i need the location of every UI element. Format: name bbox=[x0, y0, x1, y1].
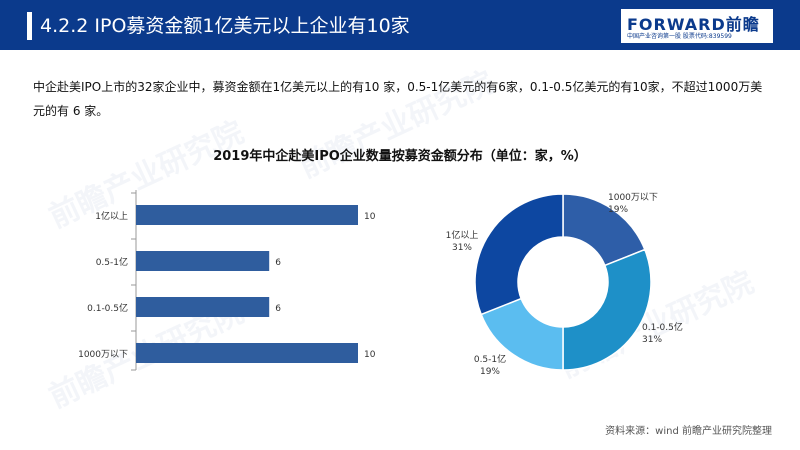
donut-slice-label: 1亿以上 bbox=[446, 229, 479, 241]
forward-logo: FORWARD前瞻 中国产业咨询第一股 股票代码:839599 bbox=[621, 9, 773, 43]
donut-chart: 1000万以下 19% 0.1-0.5亿 31% 0.5-1亿 19% 1亿以上 31% bbox=[446, 193, 683, 377]
bar-category-label: 1000万以下 bbox=[78, 350, 128, 360]
bar bbox=[136, 251, 270, 271]
chart-title: 2019年中企赴美IPO企业数量按募资金额分布（单位：家，%） bbox=[213, 149, 587, 164]
bar-category-label: 1亿以上 bbox=[95, 210, 128, 222]
source-note: 资料来源：wind 前瞻产业研究院整理 bbox=[605, 426, 772, 437]
logo-subtext: 中国产业咨询第一股 股票代码:839599 bbox=[627, 33, 732, 40]
donut-slice-value: 19% bbox=[480, 367, 500, 377]
bar-chart: 1亿以上 10 0.5-1亿 6 0.1-0.5亿 6 1000万以下 10 bbox=[78, 190, 376, 371]
bar bbox=[136, 205, 358, 225]
bar bbox=[136, 297, 270, 317]
header-bar: 4.2.2 IPO募资金额1亿美元以上企业有10家 FORWARD前瞻 中国产业… bbox=[0, 0, 800, 50]
donut-slice bbox=[562, 248, 652, 371]
bar-value-label: 10 bbox=[364, 212, 376, 222]
donut-slice-label: 1000万以下 bbox=[608, 193, 658, 203]
donut-slice bbox=[474, 193, 564, 316]
donut-slice-label: 0.5-1亿 bbox=[474, 353, 506, 365]
bar-category-label: 0.5-1亿 bbox=[96, 256, 128, 268]
donut-slice-value: 19% bbox=[608, 205, 628, 215]
bar bbox=[136, 343, 358, 363]
bar-category-label: 0.1-0.5亿 bbox=[87, 302, 128, 314]
donut-slice-label: 0.1-0.5亿 bbox=[642, 321, 683, 333]
intro-paragraph: 中企赴美IPO上市的32家企业中，募资金额在1亿美元以上的有10 家，0.5-1… bbox=[33, 80, 763, 118]
donut-slice-value: 31% bbox=[642, 335, 662, 345]
donut-slice-value: 31% bbox=[452, 243, 472, 253]
bar-value-label: 10 bbox=[364, 350, 376, 360]
page-title: 4.2.2 IPO募资金额1亿美元以上企业有10家 bbox=[40, 15, 410, 37]
bar-value-label: 6 bbox=[275, 258, 281, 268]
header-accent bbox=[27, 12, 32, 40]
logo-text: FORWARD前瞻 bbox=[627, 15, 760, 34]
bar-value-label: 6 bbox=[275, 304, 281, 314]
